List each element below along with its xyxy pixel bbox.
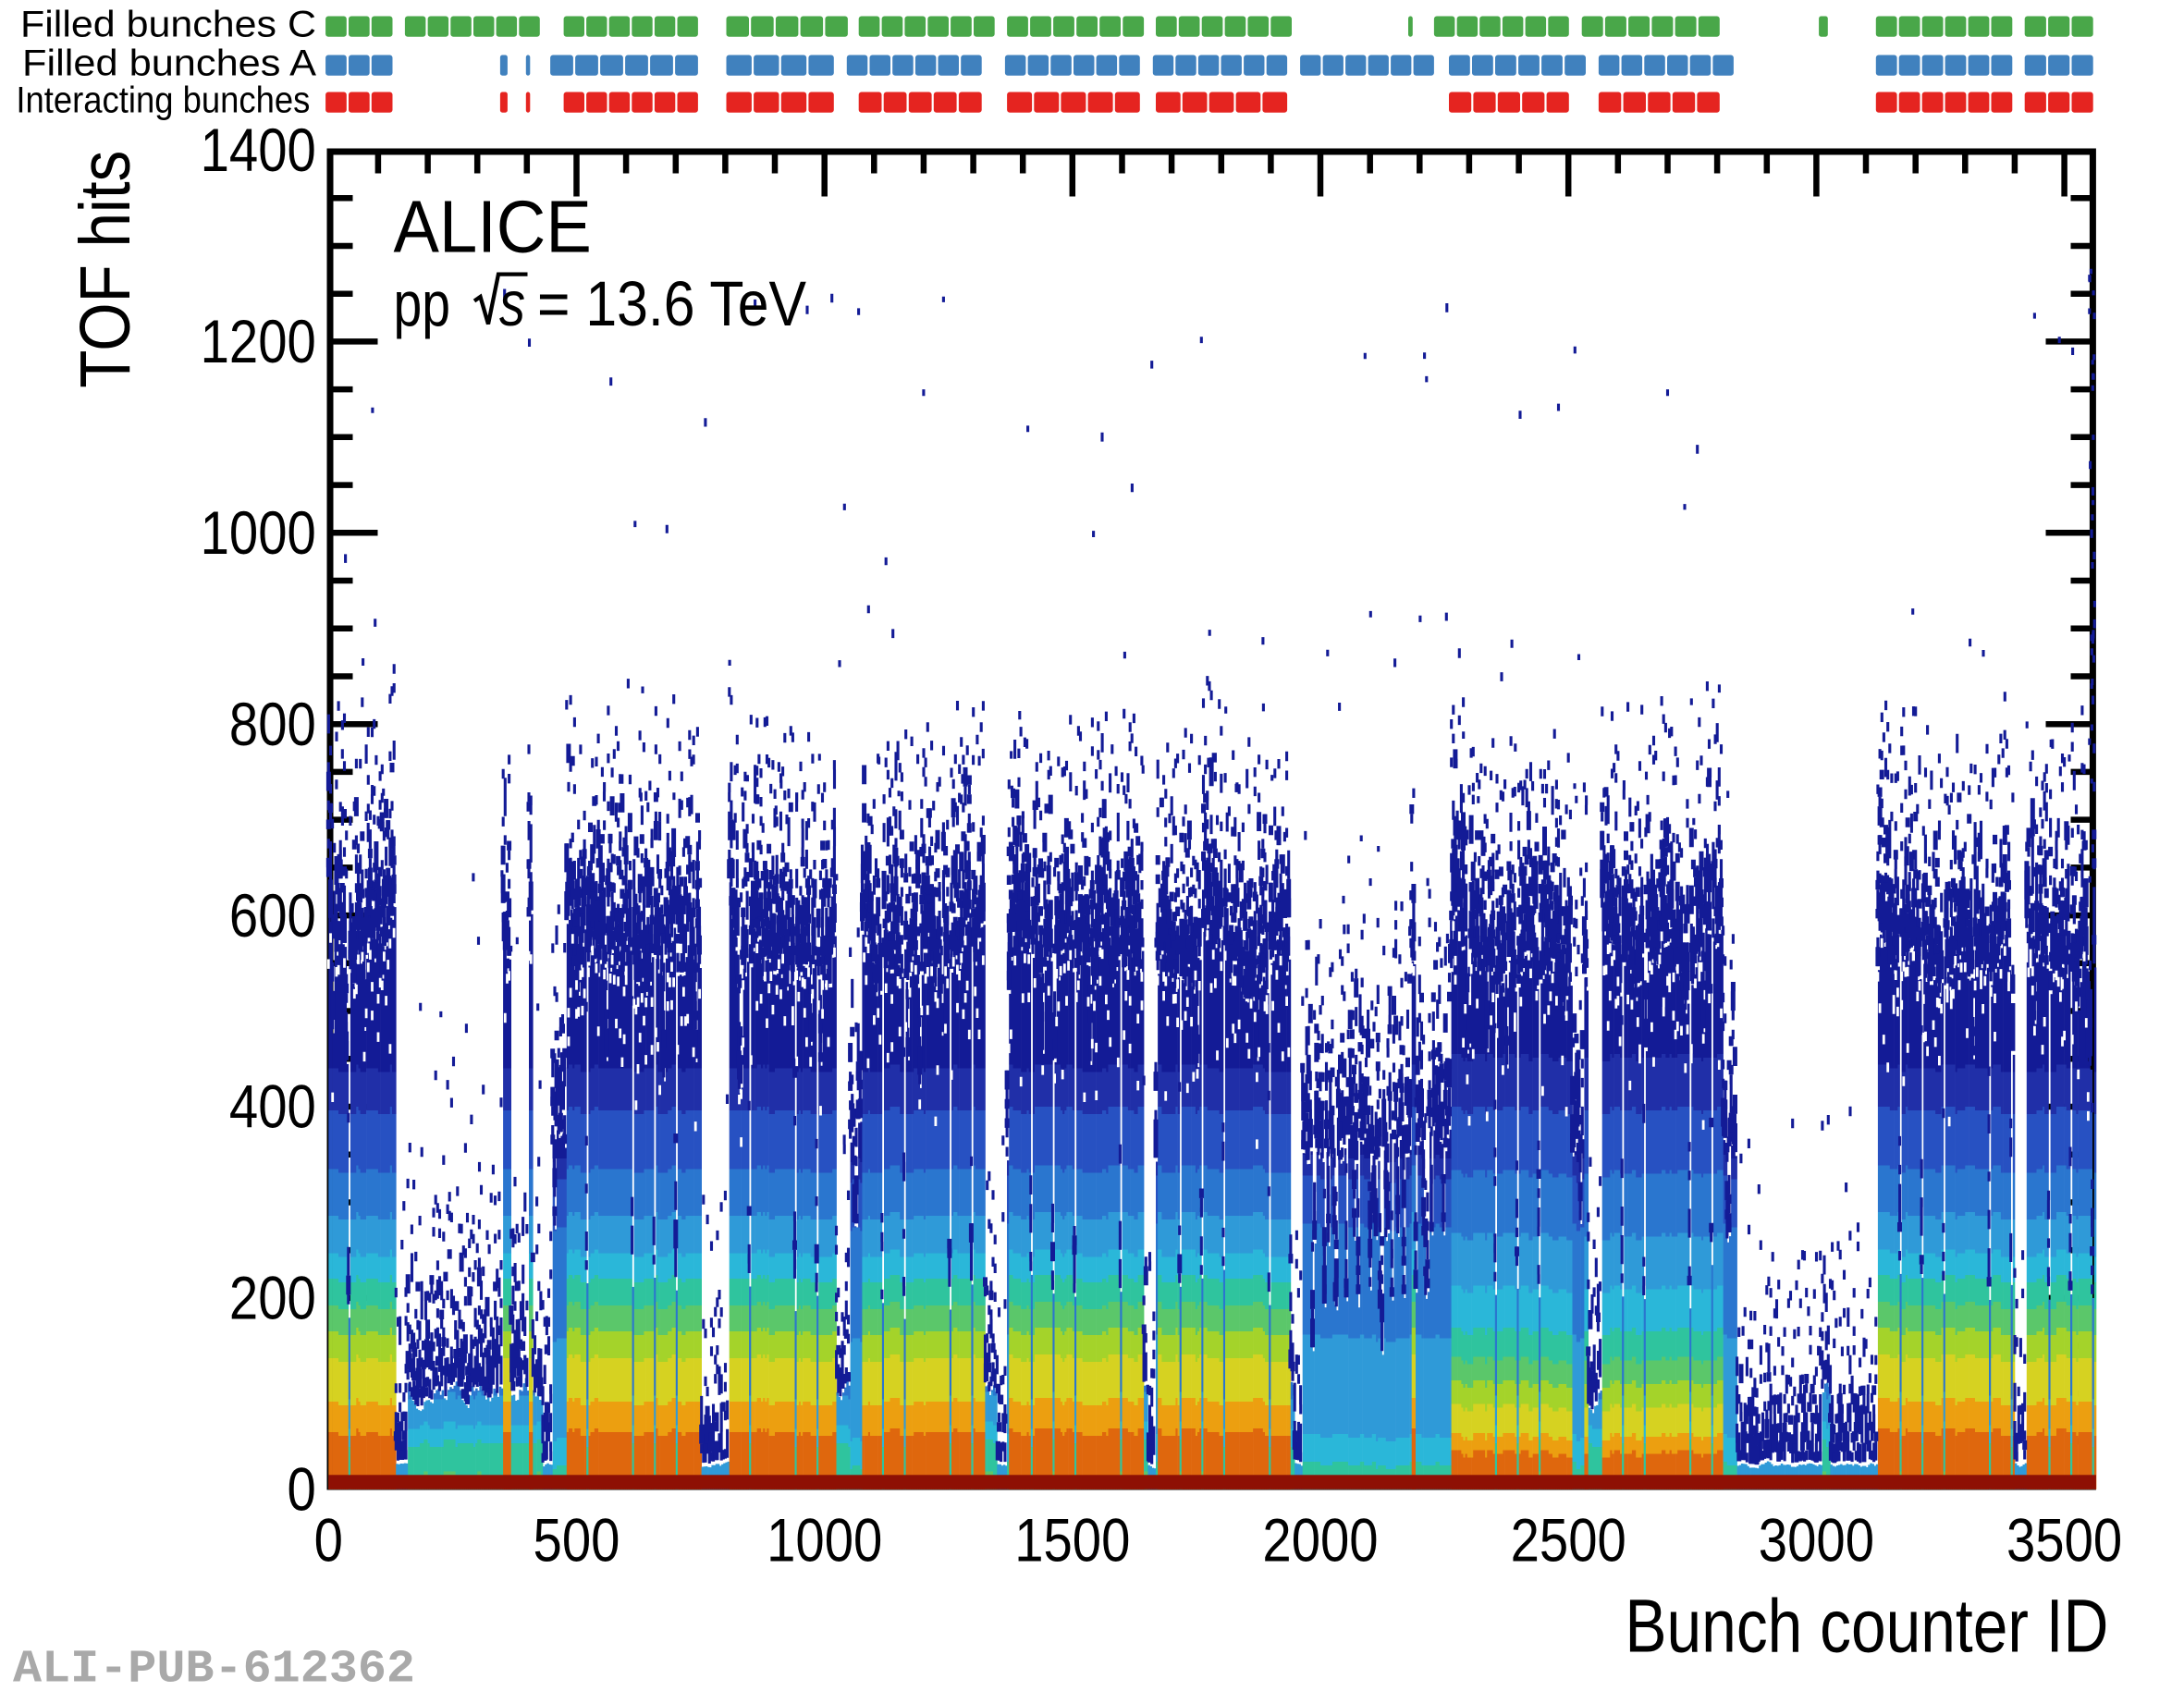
svg-text:500: 500 [534, 1505, 620, 1574]
svg-text:ALI-PUB-612362: ALI-PUB-612362 [13, 1643, 415, 1691]
svg-text:pp: pp [394, 268, 451, 339]
svg-text:400: 400 [229, 1072, 316, 1141]
svg-text:200: 200 [229, 1264, 316, 1332]
svg-text:1000: 1000 [201, 498, 316, 567]
svg-text:1500: 1500 [1014, 1505, 1130, 1574]
svg-text:1000: 1000 [767, 1505, 882, 1574]
svg-text:600: 600 [229, 881, 316, 950]
svg-text:Filled bunches A: Filled bunches A [22, 43, 317, 84]
svg-text:3500: 3500 [2006, 1505, 2122, 1574]
svg-text:0: 0 [288, 1455, 316, 1524]
svg-text:s: s [499, 268, 525, 339]
svg-text:2000: 2000 [1262, 1505, 1378, 1574]
svg-text:= 13.6 TeV: = 13.6 TeV [537, 268, 806, 339]
svg-text:Bunch counter ID: Bunch counter ID [1625, 1585, 2108, 1669]
svg-text:1400: 1400 [201, 116, 316, 184]
svg-text:ALICE: ALICE [394, 185, 592, 267]
svg-text:TOF hits: TOF hits [66, 151, 145, 388]
svg-text:2500: 2500 [1511, 1505, 1626, 1574]
svg-text:Filled bunches C: Filled bunches C [20, 5, 316, 45]
svg-text:1200: 1200 [201, 307, 316, 375]
svg-text:800: 800 [229, 690, 316, 758]
svg-text:0: 0 [314, 1505, 343, 1574]
svg-text:Interacting bunches: Interacting bunches [16, 80, 310, 120]
svg-text:3000: 3000 [1759, 1505, 1874, 1574]
